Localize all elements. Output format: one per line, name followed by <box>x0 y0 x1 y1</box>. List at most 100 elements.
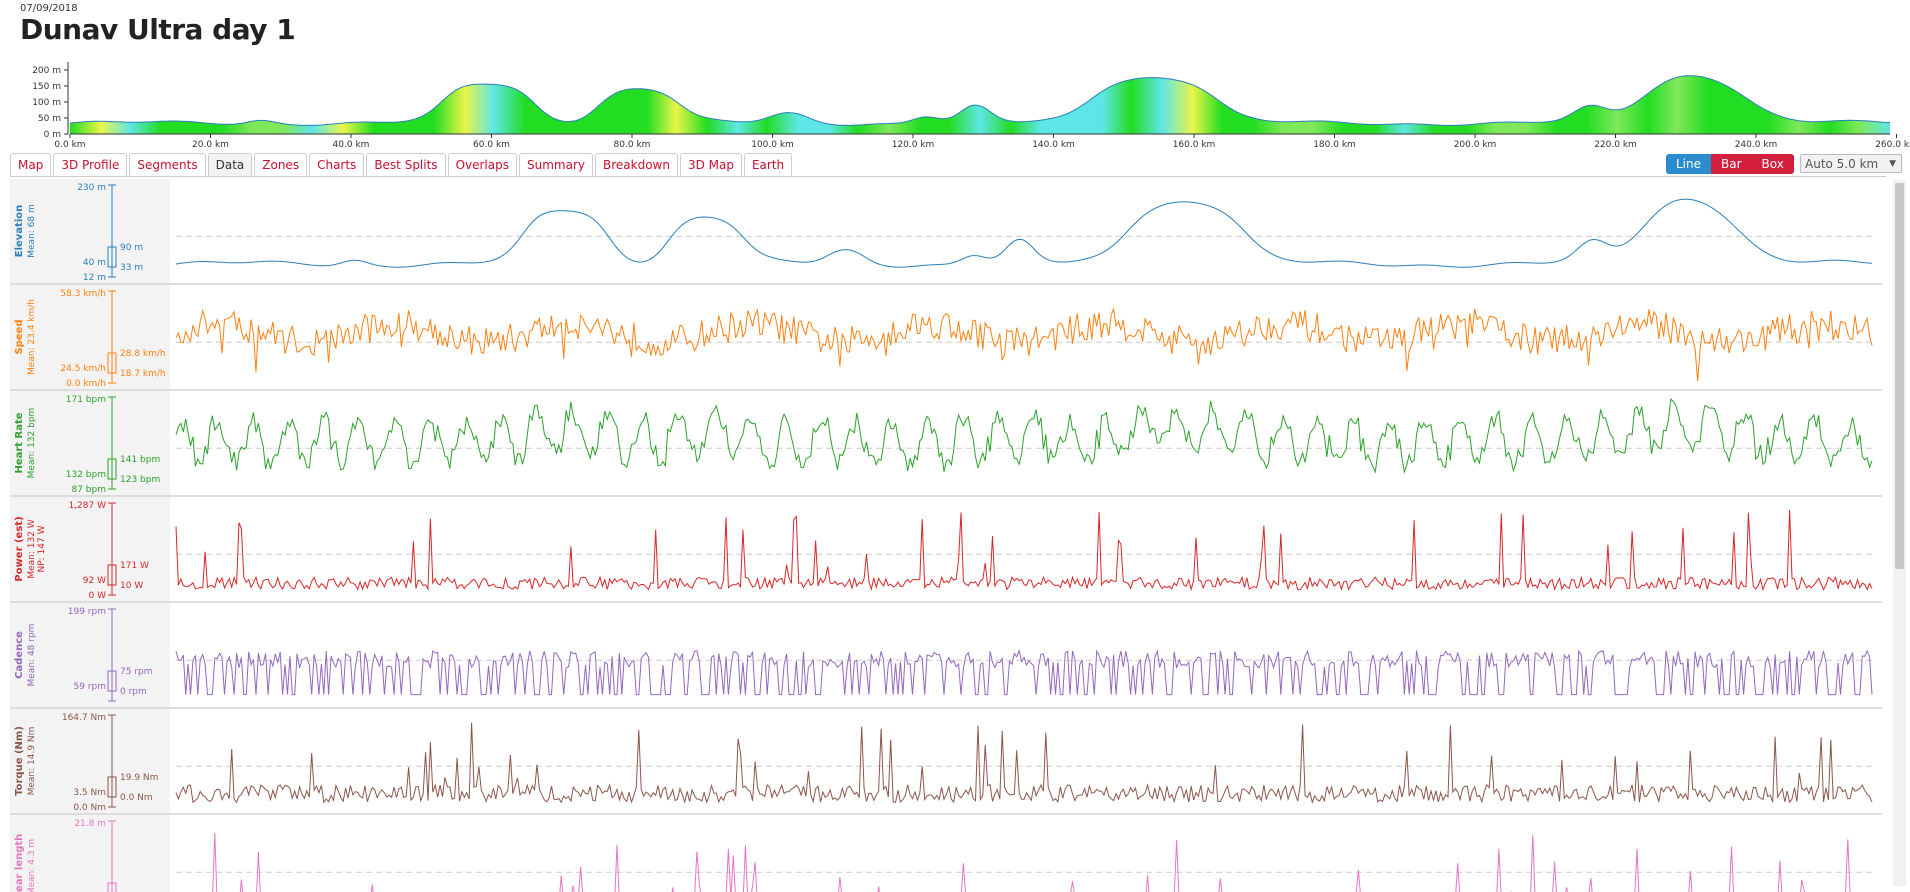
tab-overlaps[interactable]: Overlaps <box>447 153 517 176</box>
profile-x-tick-label: 0.0 km <box>54 140 85 150</box>
panel-label: Heart Rate <box>14 412 25 473</box>
activity-date: 07/09/2018 <box>20 3 78 14</box>
profile-y-tick-label: 100 m <box>32 98 61 108</box>
tab-divider <box>10 176 1886 177</box>
tab-3d-profile[interactable]: 3D Profile <box>53 153 128 176</box>
profile-x-tick-label: 40.0 km <box>333 140 370 150</box>
panel-max-label: 58.3 km/h <box>60 289 106 299</box>
panel-q3-label: 90 m <box>120 243 143 253</box>
panel-q1-label: 10 W <box>120 581 143 591</box>
panel-q1-label: 123 bpm <box>120 475 160 485</box>
panel-q3-label: 141 bpm <box>120 455 160 465</box>
tab-earth[interactable]: Earth <box>743 153 793 176</box>
panel-max-label: 21.8 m <box>74 819 106 829</box>
panel-q1-label: 18.7 km/h <box>120 369 166 379</box>
panel-q3-label: 171 W <box>120 561 149 571</box>
panel-label: Torque (Nm) <box>14 726 25 796</box>
panel-mean: Mean: 132 W <box>27 519 37 578</box>
panel-mean: Mean: 132 bpm <box>27 408 37 479</box>
panel-max-label: 164.7 Nm <box>62 713 106 723</box>
panel-q1-label: 33 m <box>120 263 143 273</box>
tab-3d-map[interactable]: 3D Map <box>679 153 742 176</box>
panel-mean: Mean: 48 rpm <box>27 624 37 687</box>
panel-series-line <box>175 649 1873 696</box>
panel-elevation: Elevation Mean: 68 m 230 m 40 m 12 m 90 m 33 m <box>10 179 1882 285</box>
panel-max-label: 1,287 W <box>68 501 106 511</box>
resolution-select[interactable]: Auto 5.0 km ▼ <box>1800 154 1902 173</box>
tab-breakdown[interactable]: Breakdown <box>594 153 678 176</box>
panel-median-label: 3.5 Nm <box>73 788 106 798</box>
panel-np: NP: 147 W <box>37 525 47 572</box>
profile-y-tick-label: 0 m <box>44 130 61 140</box>
panel-label: Elevation <box>14 205 25 258</box>
panel-series-line <box>175 307 1873 382</box>
panel-median-label: 40 m <box>83 258 106 268</box>
profile-x-tick-label: 260.0 km <box>1875 140 1910 150</box>
panel-mean: Mean: 4.3 m <box>27 839 37 892</box>
panel-label: Power (est) <box>14 516 25 581</box>
tab-map[interactable]: Map <box>10 153 52 176</box>
box-view-button[interactable]: Box <box>1751 154 1794 174</box>
profile-x-tick-label: 140.0 km <box>1032 140 1075 150</box>
panel-label: Gear length <box>14 834 25 892</box>
elevation-profile-chart[interactable]: 200 m 150 m 100 m 50 m 0 m0.0 km 20.0 km 40.0 … <box>0 56 1910 151</box>
panel-max-label: 230 m <box>77 183 106 193</box>
panel-series-line <box>175 198 1873 268</box>
panel-min-label: 0.0 Nm <box>73 803 106 813</box>
profile-x-tick-label: 100.0 km <box>751 140 794 150</box>
tab-bar: Map 3D Profile Segments Data Zones Charts Best… <box>10 153 794 177</box>
scrollbar-thumb[interactable] <box>1895 183 1904 569</box>
profile-x-tick-label: 240.0 km <box>1735 140 1778 150</box>
tab-charts[interactable]: Charts <box>309 153 365 176</box>
profile-y-axis: 200 m 150 m 100 m 50 m 0 m <box>32 62 69 140</box>
bar-view-button[interactable]: Bar <box>1711 154 1752 174</box>
panel-q3-label: 28.8 km/h <box>120 349 166 359</box>
tab-zones[interactable]: Zones <box>254 153 308 176</box>
view-mode-toggle: Line Bar Box <box>1666 154 1794 174</box>
vertical-scrollbar[interactable] <box>1893 180 1906 886</box>
panel-q3-label: 19.9 Nm <box>120 773 158 783</box>
chevron-down-icon: ▼ <box>1889 159 1896 169</box>
profile-x-tick-label: 120.0 km <box>892 140 935 150</box>
panel-series-line <box>175 509 1873 592</box>
profile-x-tick-label: 200.0 km <box>1454 140 1497 150</box>
panel-median-label: 92 W <box>83 576 106 586</box>
profile-y-tick-label: 200 m <box>32 66 61 76</box>
panel-series-line <box>175 397 1873 474</box>
profile-y-tick-label: 150 m <box>32 82 61 92</box>
panel-min-label: 87 bpm <box>71 485 106 495</box>
page-title: Dunav Ultra day 1 <box>20 13 296 46</box>
panel-q3-label: 75 rpm <box>120 667 153 677</box>
line-view-button[interactable]: Line <box>1666 154 1712 174</box>
resolution-value: Auto 5.0 km <box>1805 157 1879 171</box>
panel-q1-label: 0.0 Nm <box>120 793 153 803</box>
profile-x-tick-label: 160.0 km <box>1173 140 1216 150</box>
profile-x-tick-label: 220.0 km <box>1594 140 1637 150</box>
profile-x-tick-label: 80.0 km <box>614 140 651 150</box>
profile-x-tick-label: 60.0 km <box>473 140 510 150</box>
profile-y-tick-label: 50 m <box>38 114 61 124</box>
profile-line <box>69 75 1891 126</box>
tab-summary[interactable]: Summary <box>518 153 593 176</box>
panel-torque: Torque (Nm) Mean: 14.9 Nm 164.7 Nm 3.5 Nm 0.… <box>10 709 1882 815</box>
panel-min-label: 0.0 km/h <box>66 379 106 389</box>
panel-mean: Mean: 14.9 Nm <box>27 727 37 796</box>
panel-power: Power (est) Mean: 132 W NP: 147 W 1,287 W 92… <box>10 497 1882 603</box>
panel-min-label: 12 m <box>83 273 106 283</box>
panel-cadence: Cadence Mean: 48 rpm 199 rpm 59 rpm 75 rpm 0 … <box>10 603 1882 709</box>
profile-x-axis: 0.0 km 20.0 km 40.0 km 60.0 km 80.0 km 100.0 … <box>54 133 1910 150</box>
panel-mean: Mean: 68 m <box>27 204 37 258</box>
profile-area <box>70 75 1890 134</box>
panel-median-label: 24.5 km/h <box>60 364 106 374</box>
panel-median-label: 132 bpm <box>66 470 106 480</box>
panel-min-label: 0 W <box>89 591 107 601</box>
panel-mean: Mean: 23.4 km/h <box>27 299 37 375</box>
tab-segments[interactable]: Segments <box>129 153 206 176</box>
panel-label: Cadence <box>14 631 25 679</box>
panel-heartrate: Heart Rate Mean: 132 bpm 171 bpm 132 bpm 87 … <box>10 391 1882 497</box>
panel-series-line <box>212 832 1851 892</box>
tab-best-splits[interactable]: Best Splits <box>366 153 446 176</box>
panel-max-label: 171 bpm <box>66 395 106 405</box>
tab-data[interactable]: Data <box>207 153 253 176</box>
